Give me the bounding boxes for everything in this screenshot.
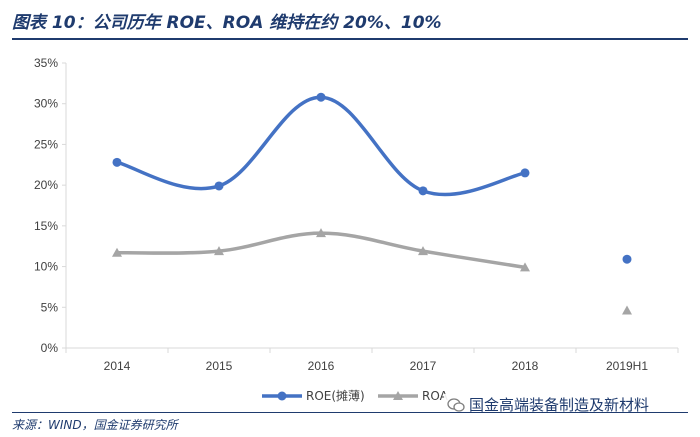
roa-legend-label: ROA	[422, 389, 449, 403]
y-tick-label: 5%	[41, 300, 59, 314]
figure-title: 图表 10：公司历年 ROE、ROA 维持在约 20%、10%	[12, 13, 442, 33]
x-tick-label: 2014	[104, 359, 131, 373]
x-tick-label: 2017	[410, 359, 437, 373]
x-tick-label: 2018	[512, 359, 539, 373]
roa-point	[316, 228, 326, 238]
roa-point	[520, 262, 530, 272]
roe-line	[115, 95, 527, 197]
roe-point	[214, 181, 224, 191]
source-note: 来源：WIND，国金证券研究所	[12, 418, 178, 432]
roa-legend-marker	[393, 391, 403, 400]
y-tick-label: 20%	[34, 178, 58, 192]
roe-point	[622, 254, 632, 264]
roe-legend-label: ROE(摊薄)	[306, 388, 365, 403]
roe-point	[316, 92, 326, 102]
chart-series	[112, 92, 632, 315]
y-tick-label: 10%	[34, 260, 58, 274]
y-tick-label: 30%	[34, 97, 58, 111]
x-tick-label: 2019H1	[606, 359, 648, 373]
roe-point	[112, 157, 122, 167]
roa-point	[418, 246, 428, 256]
wechat-icon	[447, 397, 465, 412]
roa-line	[115, 231, 527, 270]
watermark-text: 国金高端装备制造及新材料	[469, 396, 650, 414]
source-rule	[12, 412, 688, 413]
x-tick-label: 2016	[308, 359, 335, 373]
y-tick-label: 15%	[34, 219, 58, 233]
roa-point	[112, 247, 122, 257]
chart-legend: ROE(摊薄) ROA	[262, 388, 449, 403]
watermark: 国金高端装备制造及新材料	[444, 394, 653, 415]
y-tick-label: 25%	[34, 137, 58, 151]
roa-point	[214, 246, 224, 256]
chart-axes: 0% 5% 10% 15% 20% 25% 30% 35% 2014 2015 2016 2017 20…	[34, 56, 679, 373]
roe-legend-marker	[277, 391, 287, 401]
y-tick-label: 35%	[34, 56, 58, 70]
roe-point	[418, 186, 428, 196]
roa-point	[622, 305, 632, 315]
y-tick-label: 0%	[41, 341, 59, 355]
title-rule	[12, 38, 688, 40]
x-tick-label: 2015	[206, 359, 233, 373]
roe-point	[520, 168, 530, 178]
